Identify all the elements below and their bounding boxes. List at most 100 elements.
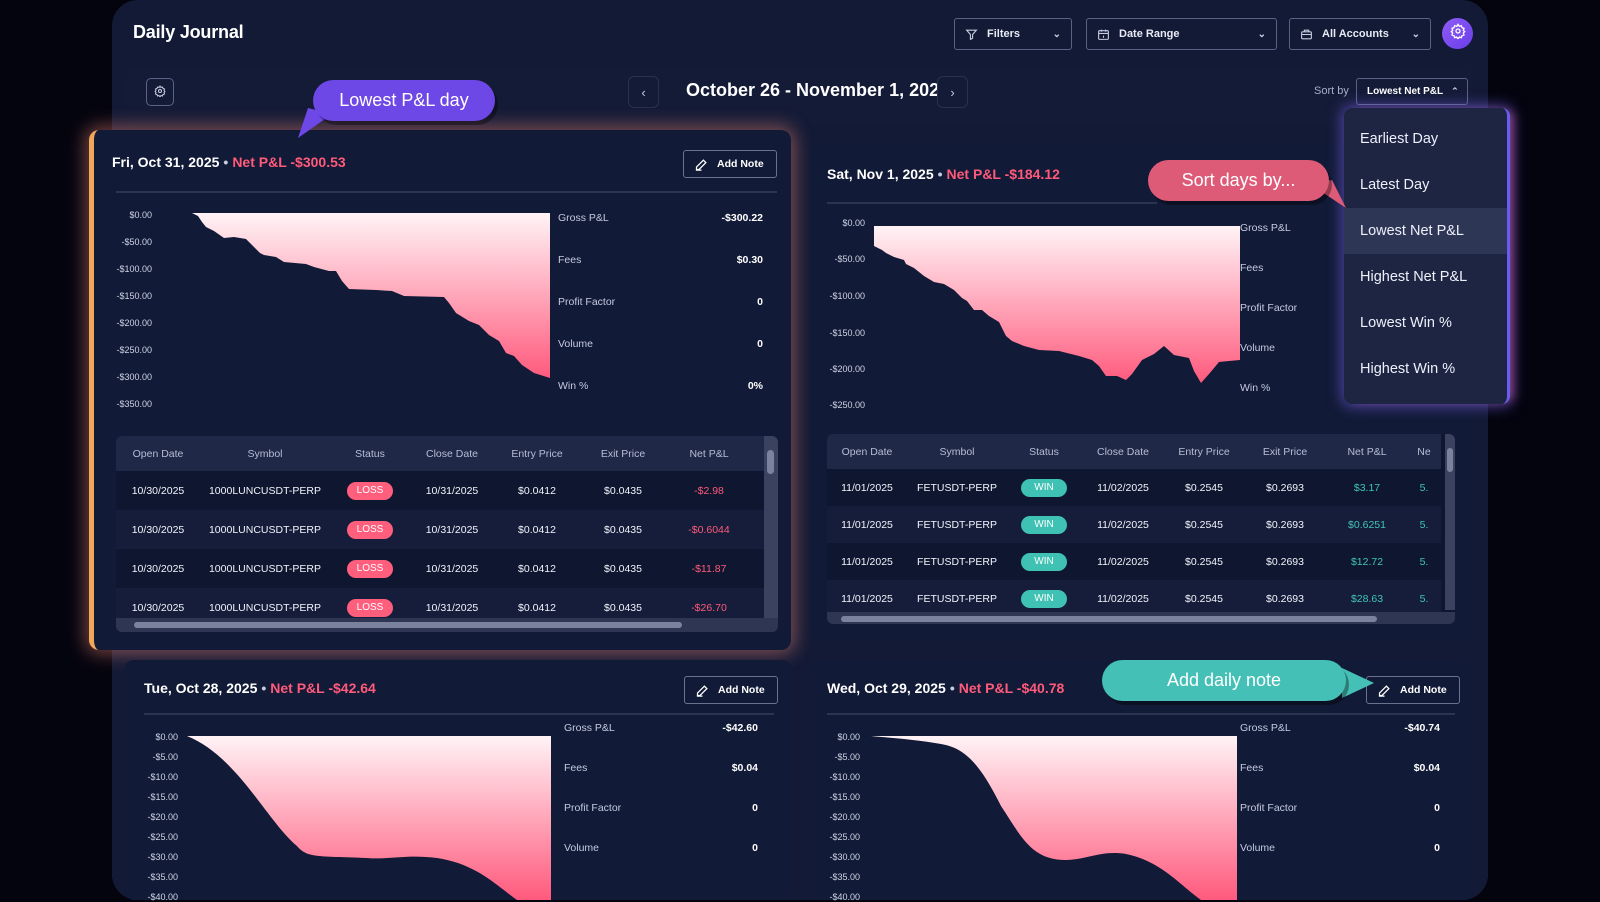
add-note-button[interactable]: Add Note xyxy=(1366,676,1460,704)
table-row[interactable]: 10/30/2025 1000LUNCUSDT-PERP LOSS 10/31/… xyxy=(116,510,764,549)
header-divider xyxy=(144,713,774,715)
day-card-oct-29: Wed, Oct 29, 2025 • Net P&L -$40.78 Add No… xyxy=(810,660,1474,902)
horizontal-scrollbar[interactable] xyxy=(116,618,778,632)
table-row[interactable]: 11/01/2025 FETUSDT-PERP WIN 11/02/2025 $… xyxy=(827,506,1441,543)
sort-option-highest-win-rate[interactable]: Highest Win % xyxy=(1344,346,1507,392)
truncated-cell: 5. xyxy=(1419,518,1429,531)
day-stats: Gross P&L -$300.22 Fees $0.30 Profit Facto… xyxy=(558,212,763,392)
y-tick: $0.00 xyxy=(129,210,152,220)
status-badge: LOSS xyxy=(347,559,393,578)
column-header[interactable]: Status xyxy=(1029,445,1059,458)
net-pnl: -$26.70 xyxy=(691,601,727,614)
column-header[interactable]: Close Date xyxy=(1097,445,1149,458)
y-axis-labels: $0.00 -$50.00 -$100.00 -$150.00 -$200.00… xyxy=(810,218,865,418)
add-note-button[interactable]: Add Note xyxy=(683,150,777,178)
column-header[interactable]: Net P&L xyxy=(689,447,729,460)
header-divider xyxy=(827,202,1157,204)
column-header[interactable]: Ne xyxy=(1417,445,1431,458)
net-pnl: -$11.87 xyxy=(691,562,727,575)
exit-price: $0.2693 xyxy=(1266,555,1304,568)
y-tick: -$30.00 xyxy=(829,852,860,862)
accounts-label: All Accounts xyxy=(1322,28,1389,40)
stat-label: Gross P&L xyxy=(1240,222,1291,234)
date-range-label: Date Range xyxy=(1119,28,1180,40)
sort-option-lowest-win-rate[interactable]: Lowest Win % xyxy=(1344,300,1507,346)
sort-option-highest-net-pnl[interactable]: Highest Net P&L xyxy=(1344,254,1507,300)
stat-label: Gross P&L xyxy=(564,722,615,734)
table-row[interactable]: 11/01/2025 FETUSDT-PERP WIN 11/02/2025 $… xyxy=(827,543,1441,580)
close-date: 11/02/2025 xyxy=(1097,481,1149,494)
next-week-button[interactable]: › xyxy=(937,76,968,108)
pencil-icon xyxy=(695,158,707,171)
sort-by-select[interactable]: Lowest Net P&L ⌃ xyxy=(1356,78,1468,105)
stat-gross-pnl: Gross P&L -$42.60 xyxy=(564,722,758,734)
filters-dropdown[interactable]: Filters ⌄ xyxy=(954,18,1072,50)
scrollbar-thumb[interactable] xyxy=(767,450,774,474)
sort-option-latest-day[interactable]: Latest Day xyxy=(1344,162,1507,208)
header-divider xyxy=(827,713,1455,715)
close-date: 10/31/2025 xyxy=(425,601,479,614)
stat-value: $0.04 xyxy=(731,762,758,774)
column-header[interactable]: Entry Price xyxy=(511,447,563,460)
pencil-icon xyxy=(696,684,708,697)
vertical-scrollbar[interactable] xyxy=(1445,434,1455,610)
day-date: Wed, Oct 29, 2025 xyxy=(827,680,946,696)
column-header[interactable]: Symbol xyxy=(939,445,975,458)
accounts-dropdown[interactable]: All Accounts ⌄ xyxy=(1289,18,1431,50)
callout-pointer xyxy=(1342,668,1374,698)
table-row[interactable]: 10/30/2025 1000LUNCUSDT-PERP LOSS 10/31/… xyxy=(116,549,764,588)
settings-button[interactable] xyxy=(1442,18,1473,49)
sort-option-lowest-net-pnl[interactable]: Lowest Net P&L xyxy=(1344,208,1507,254)
day-net-pnl: Net P&L -$184.12 xyxy=(946,166,1060,182)
column-header[interactable]: Open Date xyxy=(132,447,184,460)
date-range-dropdown[interactable]: Date Range ⌄ xyxy=(1086,18,1277,50)
scrollbar-thumb[interactable] xyxy=(841,616,1377,622)
scrollbar-thumb[interactable] xyxy=(1447,448,1453,472)
stat-profit-factor: Profit Factor xyxy=(1240,302,1340,314)
open-date: 11/01/2025 xyxy=(841,592,893,605)
filter-icon xyxy=(965,27,979,41)
scrollbar-thumb[interactable] xyxy=(134,622,682,628)
day-date: Sat, Nov 1, 2025 xyxy=(827,166,934,182)
day-net-pnl: Net P&L -$42.64 xyxy=(270,680,376,696)
close-date: 10/31/2025 xyxy=(425,523,479,536)
truncated-cell: 5. xyxy=(1419,592,1429,605)
column-header[interactable]: Exit Price xyxy=(600,447,646,460)
entry-price: $0.2545 xyxy=(1185,592,1223,605)
y-tick: -$10.00 xyxy=(829,772,860,782)
column-header[interactable]: Status xyxy=(355,447,385,460)
add-note-button[interactable]: Add Note xyxy=(684,676,778,704)
table-row[interactable]: 11/01/2025 FETUSDT-PERP WIN 11/02/2025 $… xyxy=(827,469,1441,506)
column-header[interactable]: Open Date xyxy=(841,445,893,458)
stat-value: -$300.22 xyxy=(721,212,763,224)
horizontal-scrollbar[interactable] xyxy=(827,612,1455,624)
y-tick: -$50.00 xyxy=(834,254,865,264)
column-header[interactable]: Symbol xyxy=(247,447,283,460)
column-header[interactable]: Net P&L xyxy=(1347,445,1387,458)
day-net-pnl: Net P&L -$40.78 xyxy=(958,680,1065,696)
vertical-scrollbar[interactable] xyxy=(764,436,778,618)
view-settings-button[interactable] xyxy=(146,78,174,106)
column-header[interactable]: Close Date xyxy=(426,447,478,460)
y-tick: -$200.00 xyxy=(829,364,865,374)
stat-label: Volume xyxy=(558,338,594,350)
previous-week-button[interactable]: ‹ xyxy=(628,76,659,108)
stat-value: 0 xyxy=(757,296,763,308)
exit-price: $0.0435 xyxy=(604,601,642,614)
y-tick: -$20.00 xyxy=(147,812,178,822)
status-badge: LOSS xyxy=(347,598,393,617)
stat-label: Profit Factor xyxy=(1240,302,1298,314)
table-header: Open Date Symbol Status Close Date Entry… xyxy=(827,434,1441,469)
column-header[interactable]: Entry Price xyxy=(1178,445,1230,458)
sort-option-earliest-day[interactable]: Earliest Day xyxy=(1344,116,1507,162)
column-header[interactable]: Exit Price xyxy=(1262,445,1308,458)
stat-label: Win % xyxy=(558,380,589,392)
stat-volume: Volume 0 xyxy=(1240,842,1440,854)
table-row[interactable]: 11/01/2025 FETUSDT-PERP WIN 11/02/2025 $… xyxy=(827,580,1441,617)
day-date: Tue, Oct 28, 2025 xyxy=(144,680,258,696)
gear-icon xyxy=(154,84,166,100)
header-divider xyxy=(116,191,777,193)
table-row[interactable]: 10/30/2025 1000LUNCUSDT-PERP LOSS 10/31/… xyxy=(116,471,764,510)
day-card-oct-31: Fri, Oct 31, 2025 • Net P&L -$300.53 Add N… xyxy=(89,130,791,650)
net-pnl: $12.72 xyxy=(1350,555,1384,568)
